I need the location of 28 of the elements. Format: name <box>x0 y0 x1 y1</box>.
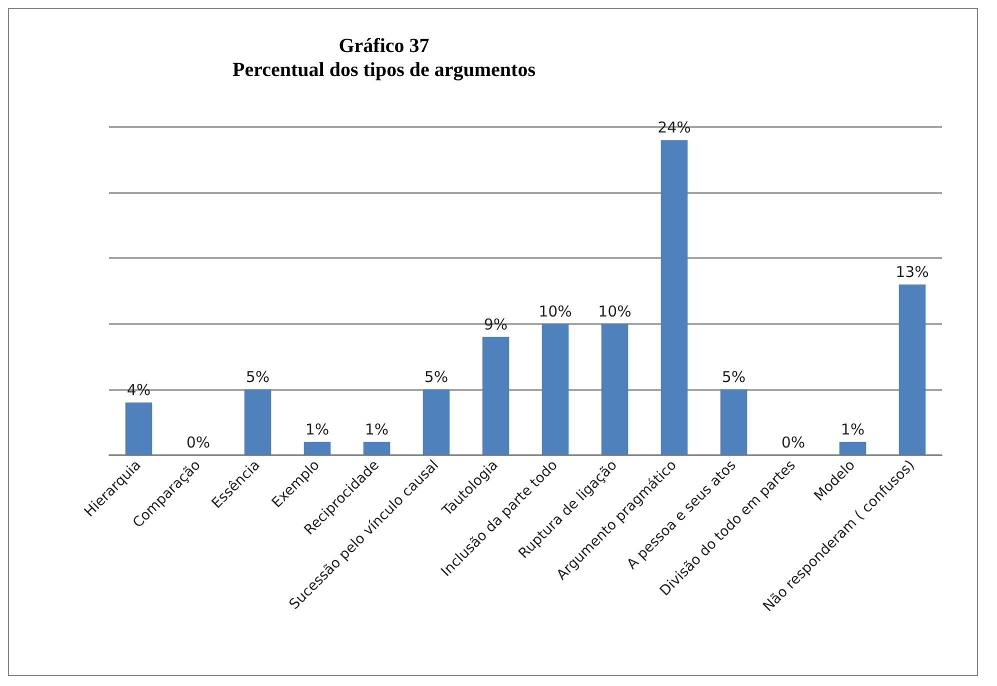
bar <box>125 402 152 455</box>
data-label: 5% <box>246 368 270 386</box>
data-label: 0% <box>186 434 210 452</box>
data-label: 13% <box>896 262 929 281</box>
bar <box>601 324 628 455</box>
bar <box>422 389 450 455</box>
data-label: 10% <box>598 302 632 320</box>
chart-title: Gráfico 37 <box>338 35 430 57</box>
data-label: 4% <box>126 381 151 400</box>
bar <box>898 284 926 455</box>
chart-subtitle: Percentual dos tipos de argumentos <box>232 59 536 81</box>
data-label: 5% <box>424 368 448 386</box>
data-label: 10% <box>538 302 572 320</box>
data-label: 5% <box>722 368 746 386</box>
bar <box>482 336 510 455</box>
data-label: 1% <box>840 420 865 438</box>
bar <box>244 389 272 455</box>
data-label: 24% <box>658 118 691 137</box>
bar <box>304 442 331 455</box>
bar <box>363 442 390 455</box>
bar <box>660 140 688 455</box>
data-label: 1% <box>305 420 330 438</box>
data-label: 1% <box>364 420 389 438</box>
bar <box>839 442 866 455</box>
bar <box>720 389 748 455</box>
data-label: 9% <box>484 315 508 334</box>
bar <box>542 324 569 455</box>
data-label: 0% <box>781 434 806 452</box>
